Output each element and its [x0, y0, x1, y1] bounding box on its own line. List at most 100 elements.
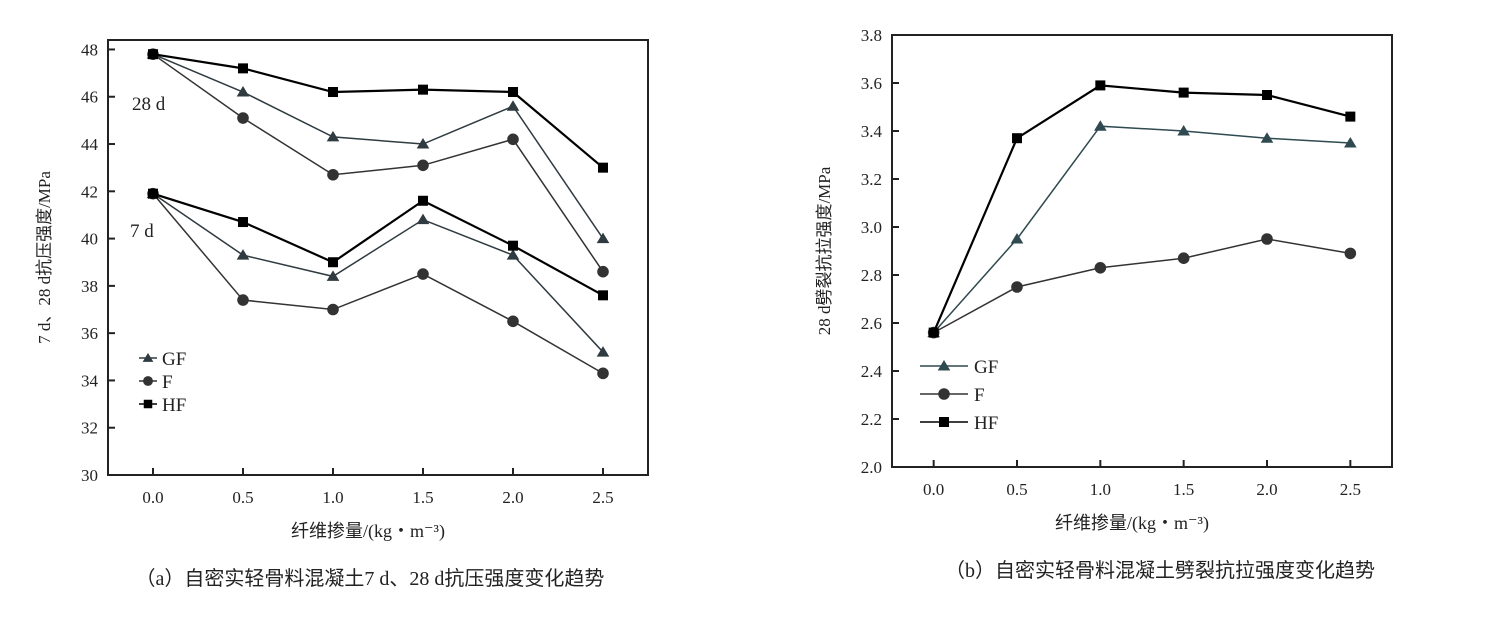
- x-axis-label: 纤维掺量/(kg・m⁻³): [291, 521, 445, 542]
- y-tick-label: 32: [81, 419, 98, 438]
- triangle-marker: [1260, 132, 1274, 143]
- triangle-marker: [1177, 125, 1190, 136]
- y-tick-label: 2.8: [861, 266, 882, 285]
- series-gf: [927, 120, 1357, 338]
- triangle-marker: [506, 100, 520, 111]
- series-line: [152, 53, 604, 240]
- legend-label: HF: [162, 395, 186, 416]
- square-marker: [1178, 87, 1189, 98]
- circle-marker: [597, 367, 609, 380]
- y-tick-label: 46: [81, 88, 98, 107]
- series-line: [933, 238, 1351, 334]
- square-marker: [928, 327, 939, 338]
- square-marker: [328, 257, 338, 268]
- series-line: [933, 125, 1351, 334]
- triangle-marker: [236, 249, 250, 260]
- y-tick-label: 40: [81, 230, 98, 249]
- triangle-marker: [596, 232, 610, 244]
- circle-marker: [417, 159, 429, 172]
- square-marker: [148, 49, 158, 60]
- circle-marker: [237, 294, 249, 306]
- triangle-marker: [326, 270, 340, 281]
- y-tick-label: 3.4: [861, 122, 883, 141]
- x-tick-label: 2.5: [1340, 480, 1361, 499]
- series-hf-28d: [148, 49, 608, 173]
- circle-marker: [1177, 252, 1190, 264]
- square-marker: [148, 188, 158, 199]
- triangle-marker: [1010, 233, 1024, 244]
- circle-marker: [1261, 233, 1273, 245]
- y-tick-label: 3.2: [861, 170, 882, 189]
- circle-marker: [1094, 262, 1107, 274]
- series-f-7d: [147, 187, 609, 380]
- square-marker: [238, 63, 248, 74]
- circle-marker: [417, 268, 429, 280]
- y-tick-label: 3.8: [861, 26, 882, 45]
- triangle-marker: [1344, 137, 1357, 148]
- legend-label: F: [974, 385, 985, 406]
- series-line: [152, 193, 604, 374]
- y-tick-label: 30: [81, 466, 98, 485]
- triangle-marker: [416, 138, 430, 149]
- square-marker: [418, 84, 428, 95]
- square-marker: [508, 87, 518, 98]
- y-tick-label: 42: [81, 182, 98, 201]
- legend-label: F: [162, 372, 173, 393]
- y-tick-label: 3.0: [861, 218, 882, 237]
- square-marker: [508, 240, 518, 251]
- square-marker: [1012, 133, 1022, 144]
- x-tick-label: 0.0: [923, 480, 944, 499]
- annotation-label: 7 d: [130, 221, 154, 242]
- y-axis-label: 28 d劈裂抗拉强度/MPa: [815, 166, 834, 335]
- circle-marker: [237, 112, 249, 124]
- legend-label: GF: [162, 349, 186, 370]
- circle-marker: [327, 168, 339, 181]
- triangle-marker: [1094, 120, 1107, 131]
- square-marker: [1262, 90, 1272, 100]
- x-tick-label: 1.0: [322, 488, 343, 507]
- series-line: [152, 192, 604, 297]
- series-hf: [928, 80, 1356, 338]
- series-line: [152, 53, 604, 273]
- series-f: [927, 233, 1357, 339]
- triangle-marker: [142, 352, 154, 362]
- y-tick-label: 48: [81, 40, 98, 59]
- series-line: [152, 53, 604, 169]
- circle-marker: [507, 315, 519, 328]
- x-axis-label: 纤维掺量/(kg・m⁻³): [1055, 513, 1209, 534]
- x-tick-label: 0.5: [232, 488, 253, 507]
- square-marker: [939, 417, 949, 427]
- legend-label: HF: [974, 413, 998, 434]
- chart-b: 2.0 2.2 2.4 2.6 2.8 3.0 3.2 3.4 3.6 3.8 0.0 0.5 1.0 1…: [815, 26, 1393, 582]
- square-marker: [143, 399, 153, 409]
- triangle-marker: [236, 86, 250, 97]
- circle-marker: [327, 303, 339, 316]
- square-marker: [328, 87, 338, 98]
- series-hf-7d: [148, 188, 608, 301]
- annotation-label: 28 d: [132, 94, 166, 115]
- series-line: [932, 84, 1351, 334]
- y-tick-label: 2.6: [861, 314, 882, 333]
- square-marker: [1345, 111, 1356, 122]
- y-tick-label: 44: [81, 135, 99, 154]
- circle-marker: [1011, 281, 1023, 293]
- y-tick-label: 3.6: [861, 74, 882, 93]
- chart-caption: （a）自密实轻骨料混凝土7 d、28 d抗压强度变化趋势: [136, 567, 605, 590]
- y-tick-label: 38: [81, 277, 98, 296]
- triangle-marker: [326, 130, 340, 142]
- circle-marker: [507, 133, 519, 146]
- chart-a: 30 32 34 36 38 40 42 44 46 48 0.0 0.5 1.0 1.5 2.0 2.5 纤维…: [35, 39, 649, 590]
- y-tick-label: 34: [81, 371, 99, 390]
- x-tick-label: 1.5: [412, 488, 433, 507]
- triangle-marker: [937, 360, 951, 371]
- circle-marker: [938, 388, 950, 400]
- plot-frame: [891, 34, 1393, 468]
- series-line: [152, 193, 604, 353]
- circle-marker: [1344, 247, 1357, 260]
- square-marker: [418, 195, 428, 206]
- x-tick-label: 2.5: [592, 488, 613, 507]
- triangle-marker: [506, 249, 520, 260]
- square-marker: [598, 290, 608, 301]
- x-tick-label: 1.0: [1090, 480, 1111, 499]
